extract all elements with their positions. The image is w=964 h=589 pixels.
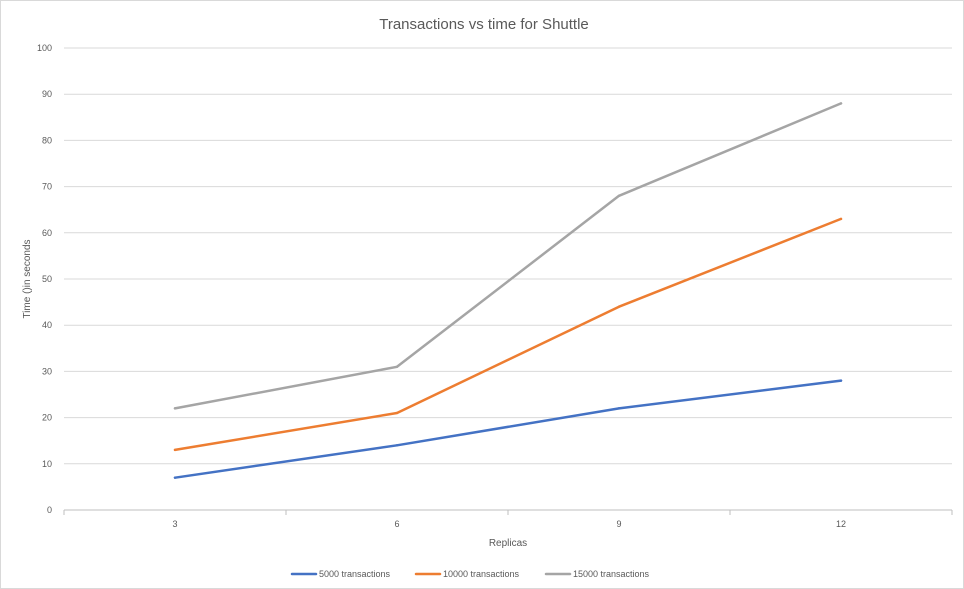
data-point-5000-transactions-9 (617, 407, 621, 410)
y-tick-label-70: 70 (42, 182, 52, 192)
x-axis: 3 6 9 12 (63, 510, 953, 529)
y-tick-label-90: 90 (42, 89, 52, 99)
legend: 5000 transactions 10000 transactions 15000… (290, 569, 650, 579)
x-tick-label-6: 6 (394, 519, 399, 529)
y-tick-label-100: 100 (37, 43, 52, 53)
data-point-5000-transactions-6 (395, 444, 399, 447)
x-tick-label-12: 12 (836, 519, 846, 529)
y-tick-label-40: 40 (42, 320, 52, 330)
data-point-5000-transactions-3 (173, 476, 177, 479)
legend-label-5000-transactions: 5000 transactions (319, 569, 391, 579)
y-tick-label-0: 0 (47, 505, 52, 515)
data-point-15000-transactions-6 (395, 365, 399, 368)
y-tick-label-10: 10 (42, 459, 52, 469)
x-tick-label-9: 9 (616, 519, 621, 529)
y-axis-title: Time ()in seconds (22, 239, 33, 318)
legend-label-10000-transactions: 10000 transactions (443, 569, 520, 579)
y-axis-ticks: 0 10 20 30 40 50 60 70 80 90 100 (37, 43, 52, 515)
series-line-5000-transactions (173, 379, 843, 479)
series-line-10000-transactions (173, 217, 843, 452)
gridlines (64, 47, 952, 511)
y-tick-label-30: 30 (42, 366, 52, 376)
data-point-10000-transactions-9 (617, 305, 621, 308)
series-lines (173, 102, 843, 479)
data-point-15000-transactions-3 (173, 407, 177, 410)
legend-label-15000-transactions: 15000 transactions (573, 569, 650, 579)
data-point-15000-transactions-9 (617, 194, 621, 198)
y-tick-label-80: 80 (42, 135, 52, 145)
x-tick-label-3: 3 (172, 519, 177, 529)
data-point-10000-transactions-12 (839, 217, 843, 221)
y-tick-label-60: 60 (42, 228, 52, 238)
y-tick-label-50: 50 (42, 274, 52, 284)
data-point-10000-transactions-3 (173, 448, 177, 452)
x-axis-title: Replicas (489, 538, 527, 549)
chart-title: Transactions vs time for Shuttle (379, 16, 589, 33)
series-line-15000-transactions (173, 102, 843, 410)
y-tick-label-20: 20 (42, 413, 52, 423)
data-point-10000-transactions-6 (395, 411, 399, 415)
data-point-5000-transactions-12 (839, 379, 843, 382)
data-point-15000-transactions-12 (839, 102, 843, 105)
